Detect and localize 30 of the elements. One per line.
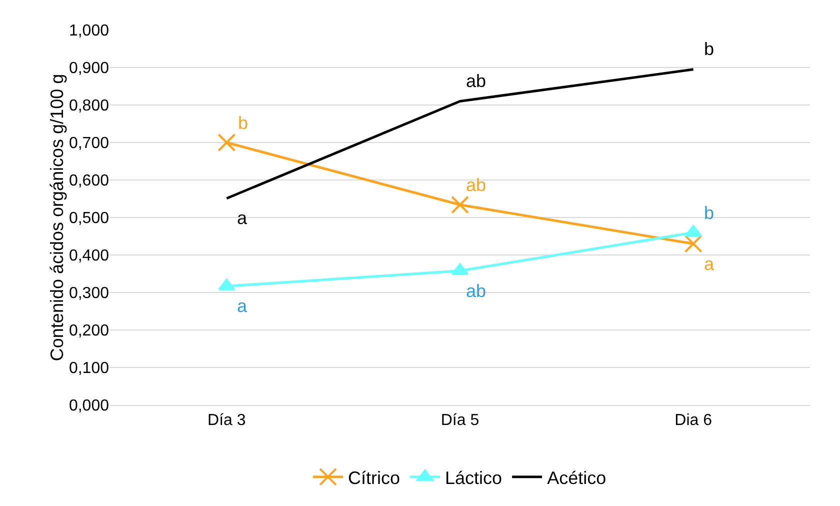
annotation: ab [466,71,486,91]
annotation: b [238,113,248,133]
y-tick-label: 0,100 [68,360,110,378]
annotation: a [237,296,248,316]
annotation: a [237,208,248,228]
y-axis-title: Contenido ácidos orgánicos g/100 g [46,74,67,362]
y-tick-label: 0,000 [68,398,110,415]
annotation: b [704,203,714,223]
y-tick-label: 1,000 [68,22,110,40]
y-tick-label: 0,200 [68,322,110,340]
annotation: a [704,254,715,274]
legend-label: Cítrico [348,468,400,488]
point [218,134,236,152]
annotation: ab [466,281,486,301]
x-tick-label: Día 5 [440,412,480,430]
y-tick-label: 0,300 [68,285,110,302]
y-tick-label: 0,400 [68,248,110,265]
y-tick-label: 0,900 [68,60,110,78]
annotation: b [704,39,714,59]
point [451,196,469,214]
y-tick-label: 0,600 [68,172,110,190]
legend-label: Láctico [445,468,502,488]
x-tick-label: Dia 6 [674,412,712,430]
y-tick-label: 0,800 [68,98,110,115]
y-tick-label: 0,500 [68,210,110,228]
legend-label: Acético [547,468,606,488]
y-tick-label: 0,700 [68,135,110,152]
annotation: ab [466,175,486,195]
point [684,234,702,253]
x-tick-label: Día 3 [208,412,246,430]
